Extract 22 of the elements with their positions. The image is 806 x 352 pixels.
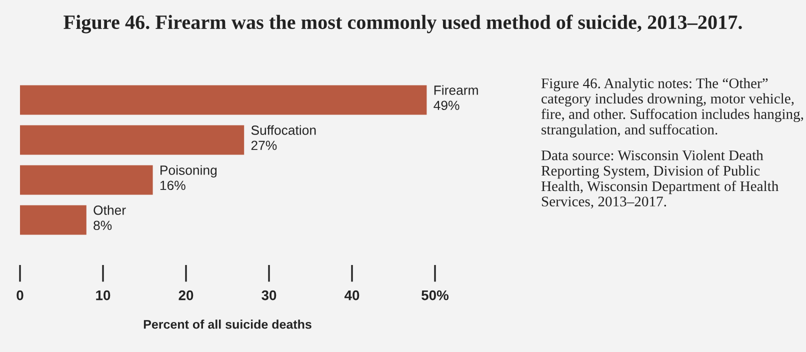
bar bbox=[20, 165, 153, 195]
bar bbox=[20, 205, 86, 235]
x-tick-label: 20 bbox=[178, 290, 194, 300]
x-tick-label: 40 bbox=[344, 290, 360, 300]
data-label: 8% bbox=[94, 220, 112, 230]
y-tick-label: Suffocation bbox=[251, 125, 316, 135]
y-tick-label: Firearm bbox=[434, 85, 478, 95]
x-tick-label: 30 bbox=[262, 290, 276, 300]
source-note: Data source: Wisconsin Violent Death Reporting System, Division of Public Health, Wisconsin Department of Health Services, 2013–2017. bbox=[541, 150, 778, 209]
x-tick-label: 50% bbox=[422, 290, 449, 300]
x-tick-label: 10 bbox=[96, 290, 110, 300]
x-axis-title: Percent of all suicide deaths bbox=[144, 320, 312, 329]
bar bbox=[20, 125, 244, 155]
x-tick-label: 0 bbox=[16, 290, 24, 300]
caption: Figure 46. Analytic notes: The “Other” category includes drowning, motor vehicle, fire, and other. Suffocation includes hanging, strangulation, and suffocation. bbox=[541, 78, 804, 138]
data-label: 16% bbox=[160, 180, 186, 190]
chart-title: Figure 46. Firearm was the most commonly used method of suicide, 2013–2017. bbox=[64, 14, 742, 34]
data-label: 27% bbox=[251, 140, 277, 150]
y-tick-label: Other bbox=[94, 205, 126, 215]
y-tick-label: Poisoning bbox=[160, 165, 217, 178]
bar bbox=[20, 85, 427, 115]
data-label: 49% bbox=[434, 100, 460, 110]
